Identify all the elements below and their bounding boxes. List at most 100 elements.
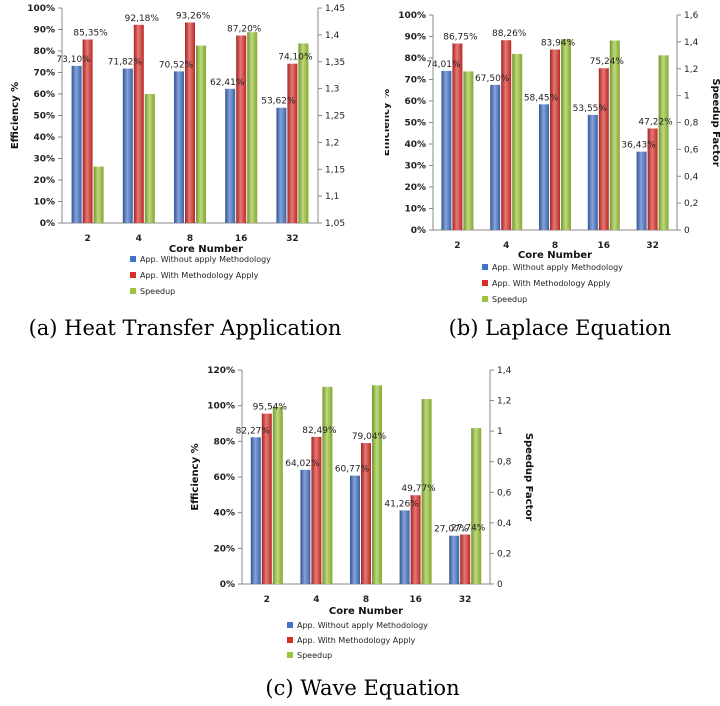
y-tick-label: 100%: [398, 11, 426, 21]
y-tick-label: 10%: [33, 198, 55, 208]
y-tick-label: 70%: [404, 76, 426, 86]
y-tick-label: 90%: [33, 26, 55, 36]
legend-swatch-with: [287, 637, 293, 643]
x-tick-label: 2: [264, 595, 270, 605]
data-label-without: 27,07%: [434, 525, 469, 535]
y2-axis-title: Speedup Factor: [523, 433, 534, 521]
y-tick-label: 30%: [33, 155, 55, 165]
legend-swatch-without: [287, 622, 293, 628]
y-tick-label: 10%: [404, 205, 426, 215]
x-tick-label: 2: [454, 241, 460, 251]
x-tick-label: 4: [136, 234, 142, 244]
x-tick-label: 8: [363, 595, 369, 605]
data-label-without: 53,62%: [261, 97, 296, 107]
y-tick-label: 40%: [33, 133, 55, 143]
x-axis-title: Core Number: [329, 606, 403, 617]
data-label-without: 82,27%: [236, 426, 271, 436]
bar-speedup: [471, 428, 482, 584]
bar-with: [460, 534, 471, 584]
data-label-without: 53,55%: [573, 104, 608, 114]
bar-speedup: [561, 39, 571, 230]
y2-tick-label: 1,45: [325, 4, 345, 14]
y-axis-title: Efficiency %: [190, 443, 201, 510]
x-tick-label: 32: [459, 595, 472, 605]
y-tick-label: 100%: [207, 402, 235, 412]
bar-speedup: [658, 55, 669, 230]
legend-swatch-without: [130, 256, 136, 262]
data-label-with: 88,26%: [492, 29, 527, 39]
bar-with: [647, 128, 658, 230]
y-tick-label: 30%: [404, 162, 426, 172]
y2-tick-label: 1,15: [325, 165, 345, 175]
data-label-without: 60,77%: [335, 465, 370, 475]
bar-speedup: [298, 43, 309, 223]
bar-speedup: [463, 71, 474, 230]
y2-tick-label: 1: [497, 427, 503, 437]
bar-without: [300, 469, 311, 584]
y-tick-label: 0%: [411, 226, 426, 236]
y2-tick-label: 1,4: [497, 366, 512, 376]
y-tick-label: 50%: [33, 112, 55, 122]
y-tick-label: 0%: [40, 219, 55, 229]
data-label-without: 58,45%: [524, 93, 559, 103]
y2-axis-title: Speedup Factor: [710, 78, 720, 166]
bar-without: [636, 151, 647, 230]
bar-with: [598, 68, 609, 230]
caption-a: (a) Heat Transfer Application: [28, 316, 342, 340]
bar-with: [133, 24, 144, 223]
data-label-with: 87,20%: [227, 25, 262, 35]
x-tick-label: 32: [646, 241, 659, 251]
y2-tick-label: 1,2: [325, 138, 339, 148]
x-axis-title: Core Number: [169, 244, 243, 255]
data-label-with: 82,49%: [302, 426, 337, 436]
y2-tick-label: 1,4: [325, 31, 340, 41]
chart-b-svg: 0% 10% 20% 30% 40% 50% 60% 70% 80% 90% 100% 0 0,2 0,4…: [385, 11, 720, 304]
y2-tick-label: 1,1: [325, 192, 339, 202]
data-label-with: 86,75%: [443, 32, 478, 42]
data-label-with: 79,04%: [352, 432, 387, 442]
caption-c: (c) Wave Equation: [265, 676, 460, 700]
data-label-without: 62,41%: [210, 78, 245, 88]
y-tick-label: 40%: [213, 509, 235, 519]
data-label-without: 70,52%: [159, 60, 194, 70]
bar-speedup: [421, 399, 432, 584]
bar-with: [410, 495, 421, 584]
bar-without: [399, 510, 410, 584]
y-tick-label: 40%: [404, 140, 426, 150]
bar-without: [276, 107, 287, 223]
bar-with: [185, 22, 195, 224]
y2-tick-label: 1,25: [325, 112, 345, 122]
caption-b: (b) Laplace Equation: [448, 316, 672, 340]
bar-without: [539, 104, 549, 230]
x-axis-title: Core Number: [518, 250, 592, 261]
data-label-with: 92,18%: [125, 14, 160, 24]
y2-tick-label: 0,2: [497, 549, 511, 559]
data-label-with: 93,26%: [176, 11, 211, 21]
legend-label-without: App. Without apply Methodology: [140, 255, 271, 264]
y-tick-label: 50%: [404, 119, 426, 129]
bar-with: [550, 49, 560, 231]
y-tick-label: 20%: [404, 183, 426, 193]
data-label-with: 74,10%: [278, 53, 313, 63]
y2-tick-label: 0,8: [497, 458, 512, 468]
y2-tick-label: 0,6: [684, 145, 699, 155]
legend-label-without: App. Without apply Methodology: [492, 263, 623, 272]
data-label-with: 49,77%: [401, 484, 436, 494]
legend-label-speedup: Speedup: [492, 295, 527, 304]
bar-speedup: [144, 94, 155, 223]
legend-swatch-with: [482, 280, 488, 286]
bar-without: [122, 68, 133, 223]
x-tick-label: 4: [503, 241, 509, 251]
y2-tick-label: 0: [497, 580, 503, 590]
bar-speedup: [322, 386, 333, 584]
y2-tick-label: 1,6: [684, 11, 699, 21]
chart-a: 0% 10% 20% 30% 40% 50% 60% 70% 80% 90% 100% 1,05 1,1…: [0, 0, 350, 300]
bar-with: [82, 39, 93, 224]
y2-tick-label: 1,35: [325, 58, 345, 68]
x-tick-label: 2: [84, 234, 90, 244]
x-tick-label: 8: [187, 234, 193, 244]
bar-with: [236, 35, 247, 223]
y-axis-title: Efficiency %: [10, 82, 21, 149]
bar-without: [587, 114, 598, 230]
bar-without: [441, 70, 452, 230]
